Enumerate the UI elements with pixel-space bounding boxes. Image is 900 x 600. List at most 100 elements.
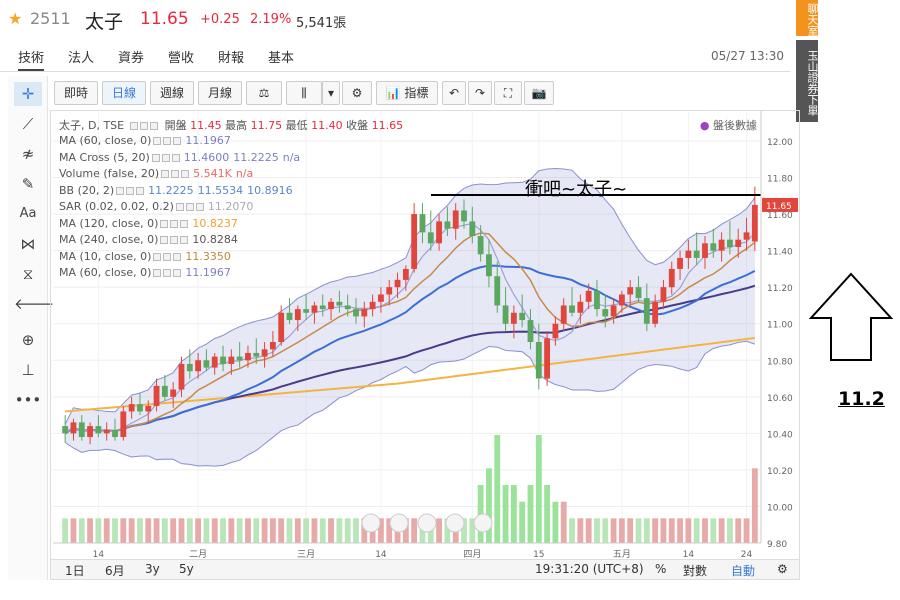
trade-order-badge[interactable]: 玉山證券下單 xyxy=(796,40,819,122)
range-3y[interactable]: 3y xyxy=(145,562,160,576)
legend-value: 11.2225 xyxy=(148,183,194,197)
high-value: 11.75 xyxy=(250,119,283,132)
candle-body xyxy=(751,204,758,242)
chart-style-icon[interactable]: ⫼ xyxy=(286,81,322,105)
legend-row[interactable]: MA Cross (5, 20) 11.4600 11.2225 n/a xyxy=(59,151,300,164)
bb-upper-line xyxy=(64,168,756,425)
volume-bar xyxy=(718,518,725,543)
trendline-icon[interactable]: ⟋ xyxy=(22,115,34,133)
tab-institutional[interactable]: 法人 xyxy=(68,51,95,66)
candle-body xyxy=(519,312,526,321)
tab-revenue[interactable]: 營收 xyxy=(168,51,195,66)
candle-body xyxy=(627,287,634,295)
dot-icon: ● xyxy=(699,119,710,132)
volume-bar xyxy=(585,518,592,543)
candle-body xyxy=(62,426,69,434)
chat-room-badge[interactable]: 聊天室 xyxy=(796,0,819,36)
legend-row[interactable]: MA (60, close, 0) 11.1967 xyxy=(59,266,231,279)
pattern-icon[interactable]: ⋈ xyxy=(20,235,36,253)
candle-body xyxy=(353,309,359,317)
volume-bar xyxy=(618,518,625,543)
legend-row[interactable]: SAR (0.02, 0.02, 0.2) 11.2070 xyxy=(59,200,253,213)
volume-bar xyxy=(253,518,260,543)
tab-technical[interactable]: 技術 xyxy=(18,47,45,71)
volume-bar xyxy=(535,435,542,543)
volume-bar xyxy=(261,518,268,543)
y-tick-label: 11.40 xyxy=(767,248,793,258)
volume-bar xyxy=(411,518,418,543)
crosshair-icon[interactable]: ✛ xyxy=(14,82,42,106)
legend-label: MA (60, close, 0) xyxy=(59,266,152,279)
gear-icon[interactable]: ⚙ xyxy=(342,81,372,105)
settings-gear-icon[interactable]: ⚙ xyxy=(777,562,788,576)
candle-body xyxy=(186,363,193,372)
x-tick-label: 24 xyxy=(741,550,753,560)
candle-body xyxy=(386,287,393,295)
indicators-button[interactable]: 📊 指標 xyxy=(376,81,438,105)
candle-body xyxy=(95,426,102,434)
volume-bar xyxy=(402,518,409,543)
legend-main-label: 太子, D, TSE xyxy=(59,119,125,132)
tab-basic[interactable]: 基本 xyxy=(268,51,295,66)
stock-price: 11.65 xyxy=(140,9,189,29)
candle-body xyxy=(344,305,351,310)
legend-row[interactable]: Volume (false, 20) 5.541K n/a xyxy=(59,167,253,180)
range-6m[interactable]: 6月 xyxy=(105,564,125,578)
brush-icon[interactable]: ✎ xyxy=(21,175,35,193)
legend-row[interactable]: MA (10, close, 0) 11.3350 xyxy=(59,250,231,263)
volume-bar xyxy=(378,518,384,543)
candle-body xyxy=(253,352,260,357)
chart-pane[interactable]: 12.00 11.80 11.60 11.40 11.20 11.00 10.80 10.60… xyxy=(50,110,800,560)
redo-icon[interactable]: ↷ xyxy=(468,81,492,105)
volume-bar xyxy=(211,518,218,543)
favorite-star-icon[interactable]: ★ xyxy=(8,9,23,28)
text-tool-icon[interactable]: Aa xyxy=(19,206,37,221)
chevron-down-icon[interactable]: ▾ xyxy=(322,81,340,105)
legend-row[interactable]: MA (240, close, 0) 10.8284 xyxy=(59,233,238,246)
legend-label: SAR (0.02, 0.02, 0.2) xyxy=(59,200,174,213)
undo-icon[interactable]: ↶ xyxy=(442,81,466,105)
percent-toggle[interactable]: % xyxy=(655,562,667,576)
candle-body xyxy=(269,342,276,350)
more-tools-icon[interactable]: ••• xyxy=(14,391,42,409)
indicators-label: 指標 xyxy=(404,86,429,100)
candle-body xyxy=(311,305,318,313)
camera-icon[interactable]: 📷 xyxy=(524,81,554,105)
high-label: 最高 xyxy=(225,119,248,132)
monthly-button[interactable]: 月線 xyxy=(198,81,242,105)
projection-icon[interactable]: ⧖ xyxy=(22,265,34,283)
volume-bar xyxy=(510,485,517,543)
zoom-icon[interactable]: ⊕ xyxy=(21,331,35,349)
compare-scale-icon[interactable]: ⚖ xyxy=(246,81,282,105)
volume-bar xyxy=(560,501,567,543)
auto-toggle[interactable]: 自動 xyxy=(731,564,756,578)
zoom-control-icon xyxy=(445,513,465,533)
realtime-button[interactable]: 即時 xyxy=(54,81,98,105)
fib-tool-icon[interactable]: ≉ xyxy=(21,145,35,163)
range-1d[interactable]: 1日 xyxy=(65,564,85,578)
volume-bar xyxy=(668,518,675,543)
tab-margin[interactable]: 資券 xyxy=(118,51,145,66)
candlestick-chart[interactable]: 12.00 11.80 11.60 11.40 11.20 11.00 10.80 10.60… xyxy=(51,111,801,561)
legend-row[interactable]: BB (20, 2) 11.2225 11.5534 10.8916 xyxy=(59,184,293,197)
legend-row[interactable]: MA (60, close, 0) 11.1967 xyxy=(59,134,231,147)
log-toggle[interactable]: 對數 xyxy=(683,564,708,578)
bb-lower-line xyxy=(64,340,756,467)
candle-body xyxy=(643,298,650,324)
weekly-button[interactable]: 週線 xyxy=(150,81,194,105)
after-hours-data[interactable]: ● 盤後數據 xyxy=(700,117,757,133)
legend-value: 11.5534 xyxy=(197,183,244,197)
measure-icon[interactable]: ⊥ xyxy=(21,361,35,379)
legend-row[interactable]: MA (120, close, 0) 10.8237 xyxy=(59,217,238,230)
price-change: +0.25 xyxy=(200,12,240,27)
tab-financials[interactable]: 財報 xyxy=(218,51,245,66)
candle-body xyxy=(560,305,567,324)
arrow-left-icon[interactable]: 🡐 xyxy=(14,295,55,313)
daily-button[interactable]: 日線 xyxy=(102,81,146,105)
fullscreen-icon[interactable]: ⛶ xyxy=(494,81,522,105)
candle-body xyxy=(569,305,575,313)
range-5y[interactable]: 5y xyxy=(179,562,194,576)
clock-time: 19:31:20 (UTC+8) xyxy=(535,562,644,576)
volume-bar xyxy=(751,468,758,543)
candle-body xyxy=(394,279,401,288)
